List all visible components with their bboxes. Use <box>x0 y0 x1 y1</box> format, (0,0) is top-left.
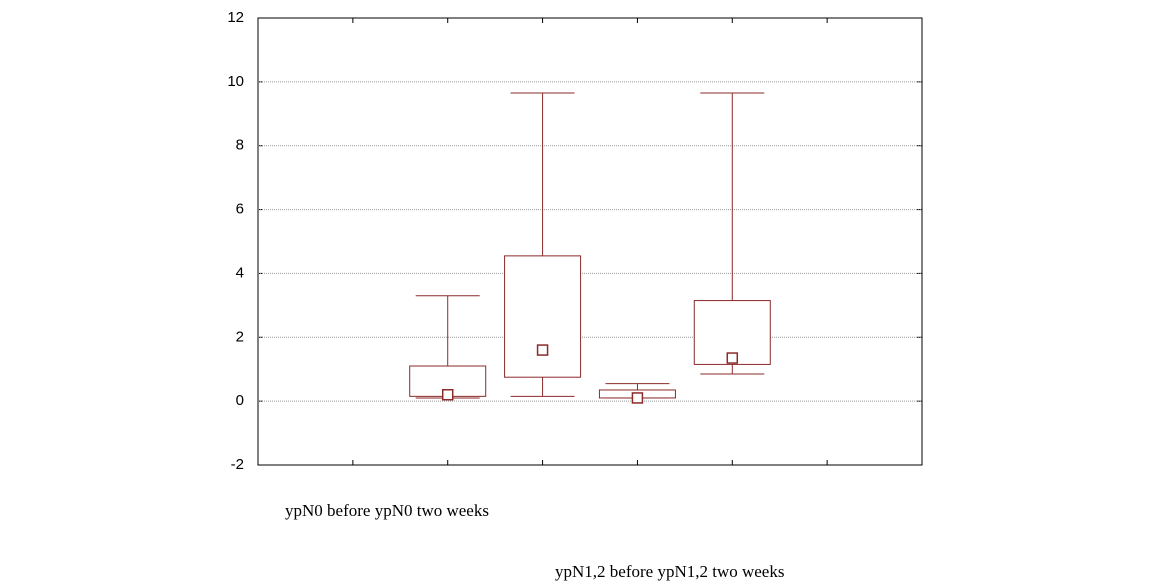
y-tick-label: 2 <box>236 328 244 345</box>
box <box>504 255 582 378</box>
median-marker <box>536 344 549 356</box>
y-tick-label: 12 <box>227 9 244 26</box>
y-tick-label: -2 <box>231 456 244 473</box>
plot-frame <box>257 17 923 466</box>
y-tick-label: 8 <box>236 137 244 154</box>
y-tick-label: 4 <box>236 264 244 281</box>
y-tick-label: 10 <box>227 73 244 90</box>
annotation: ypN0 before ypN0 two weeks <box>285 501 489 520</box>
median-marker <box>631 392 644 404</box>
annotation: ypN1,2 before ypN1,2 two weeks <box>555 562 784 581</box>
median-marker <box>726 352 739 364</box>
y-tick-label: 0 <box>236 392 244 409</box>
y-tick-label: 6 <box>236 201 244 218</box>
median-marker <box>441 389 454 401</box>
